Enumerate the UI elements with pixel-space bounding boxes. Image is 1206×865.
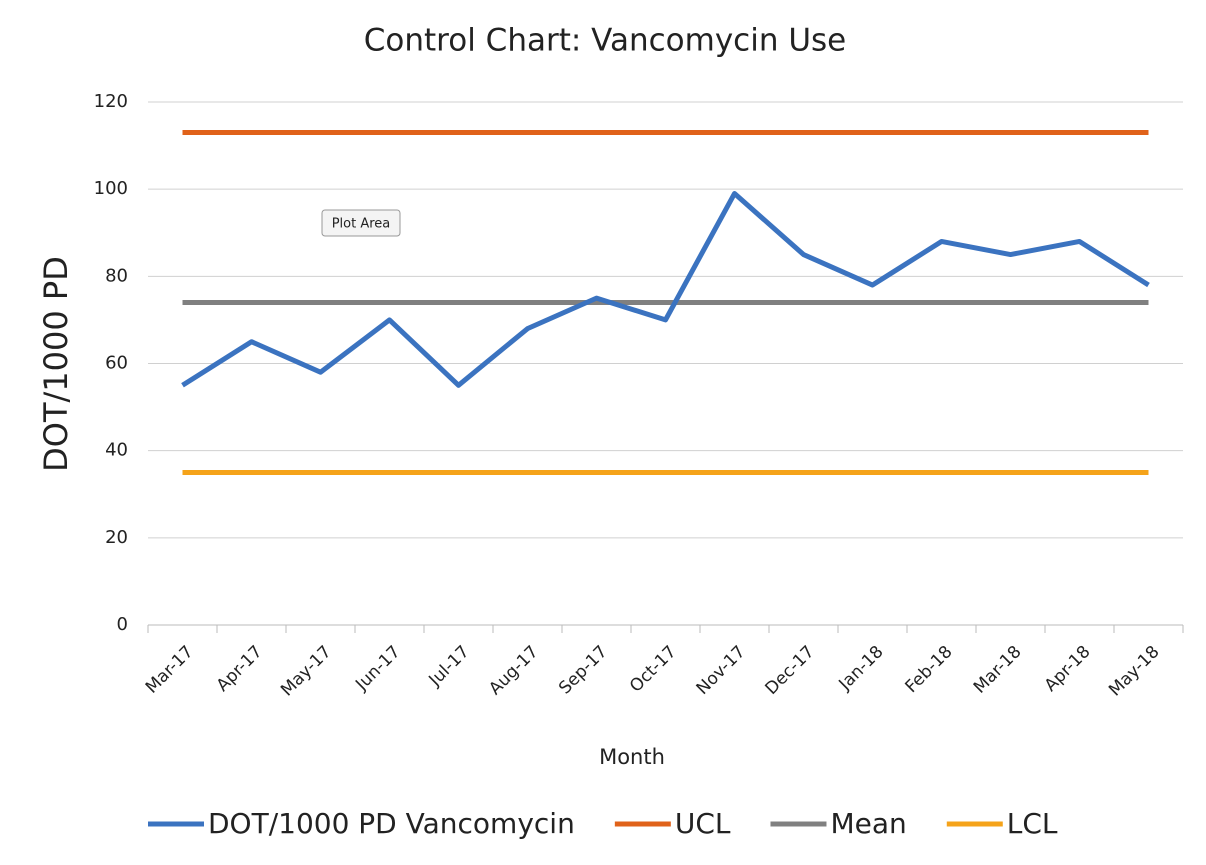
y-tick-label: 60 — [105, 353, 128, 374]
y-tick-label: 40 — [105, 440, 128, 461]
x-tick-label: Jan-18 — [835, 642, 888, 695]
y-axis-label: DOT/1000 PD — [37, 256, 75, 472]
x-tick-label: Feb-18 — [902, 642, 957, 697]
series-line — [181, 191, 1150, 388]
y-tick-label: 100 — [94, 178, 128, 199]
x-tick-label: Mar-18 — [970, 642, 1026, 698]
x-tick-label: Jun-17 — [351, 642, 404, 695]
x-tick-label: Mar-17 — [142, 642, 198, 698]
x-tick-label: Aug-17 — [485, 642, 542, 699]
x-axis-label: Month — [599, 745, 665, 769]
tooltip: Plot Area — [321, 209, 401, 237]
x-tick-label: Oct-17 — [626, 642, 681, 697]
y-tick-label: 80 — [105, 265, 128, 286]
x-tick-label: Apr-18 — [1041, 642, 1095, 696]
legend-label: LCL — [1007, 807, 1058, 840]
tooltip-text: Plot Area — [332, 217, 391, 232]
x-tick-label: Jul-17 — [425, 642, 474, 691]
x-tick-label: Sep-17 — [555, 642, 611, 698]
x-tick-label: May-17 — [277, 642, 335, 700]
y-tick-label: 0 — [117, 614, 128, 635]
chart-title: Control Chart: Vancomycin Use — [364, 23, 846, 59]
legend-label: UCL — [675, 807, 731, 840]
x-tick-label: Apr-17 — [213, 642, 267, 696]
x-tick-label: Nov-17 — [693, 642, 750, 699]
legend-label: Mean — [830, 807, 906, 840]
x-tick-label: May-18 — [1105, 642, 1163, 700]
y-tick-label: 120 — [94, 91, 128, 112]
legend-label: DOT/1000 PD Vancomycin — [208, 807, 575, 840]
y-tick-label: 20 — [105, 527, 128, 548]
x-tick-label: Dec-17 — [762, 642, 819, 699]
tooltip-box — [321, 209, 401, 237]
